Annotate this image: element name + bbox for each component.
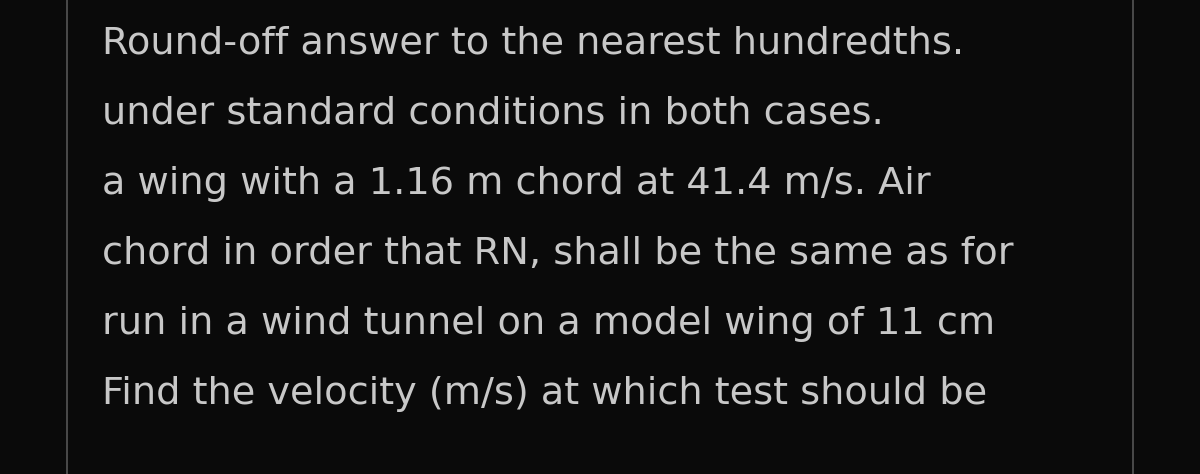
- Text: a wing with a 1.16 m chord at 41.4 m/s. Air: a wing with a 1.16 m chord at 41.4 m/s. …: [102, 166, 931, 202]
- Text: run in a wind tunnel on a model wing of 11 cm: run in a wind tunnel on a model wing of …: [102, 306, 995, 342]
- Text: under standard conditions in both cases.: under standard conditions in both cases.: [102, 96, 883, 132]
- Text: chord in order that RN, shall be the same as for: chord in order that RN, shall be the sam…: [102, 236, 1014, 272]
- Text: Round-off answer to the nearest hundredths.: Round-off answer to the nearest hundredt…: [102, 26, 964, 62]
- Text: Find the velocity (m/s) at which test should be: Find the velocity (m/s) at which test sh…: [102, 376, 988, 412]
